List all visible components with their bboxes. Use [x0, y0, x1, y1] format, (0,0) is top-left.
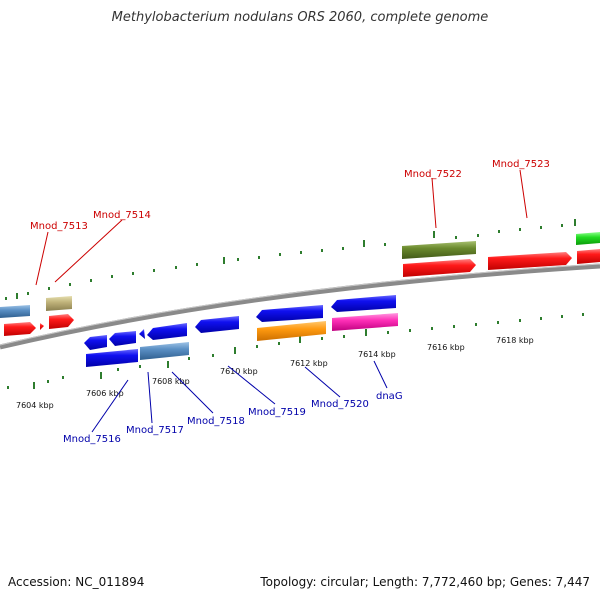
gene-arrow[interactable]: [40, 323, 44, 330]
gene-label[interactable]: Mnod_7523: [492, 159, 550, 170]
kbp-label: 7618 kbp: [496, 336, 534, 345]
kbp-label: 7614 kbp: [358, 350, 396, 359]
kbp-label: 7610 kbp: [220, 367, 258, 376]
gene-arrow[interactable]: [331, 295, 396, 312]
forward-gene-labels: Mnod_7513 Mnod_7514 Mnod_7522 Mnod_7523: [30, 159, 550, 232]
kbp-label: 7616 kbp: [427, 343, 465, 352]
gene-label[interactable]: Mnod_7519: [248, 407, 306, 418]
gene-label[interactable]: Mnod_7520: [311, 399, 369, 410]
gene-arrow[interactable]: [4, 322, 36, 336]
gene-arrow[interactable]: [576, 232, 600, 245]
genome-backbone: [0, 263, 600, 350]
genome-title: Methylobacterium nodulans ORS 2060, comp…: [111, 10, 489, 25]
gene-arrow[interactable]: [86, 349, 138, 367]
gene-arrow[interactable]: [577, 249, 600, 264]
gene-label[interactable]: Mnod_7518: [187, 416, 245, 427]
forward-genes: [4, 249, 600, 336]
gene-label[interactable]: dnaG: [376, 391, 403, 402]
kbp-labels: 7604 kbp 7606 kbp 7608 kbp 7610 kbp 7612…: [16, 336, 534, 410]
reverse-leaders: [91, 360, 388, 433]
gene-arrow[interactable]: [488, 252, 572, 270]
forward-leaders: [35, 169, 528, 286]
gene-arrow[interactable]: [257, 321, 326, 341]
gene-arrow[interactable]: [49, 314, 74, 329]
upper-tick-row: [5, 219, 576, 300]
gene-label[interactable]: Mnod_7517: [126, 425, 184, 436]
gene-arrow[interactable]: [109, 331, 136, 346]
gene-arrow[interactable]: [84, 335, 107, 350]
kbp-label: 7608 kbp: [152, 377, 190, 386]
kbp-label: 7606 kbp: [86, 389, 124, 398]
gene-label[interactable]: Mnod_7513: [30, 221, 88, 232]
gene-arrow[interactable]: [139, 329, 145, 339]
genome-backbone-highlight: [0, 263, 600, 346]
forward-features: [0, 232, 600, 318]
reverse-genes: [84, 295, 398, 367]
genome-info-text: Topology: circular; Length: 7,772,460 bp…: [260, 575, 590, 589]
gene-arrow[interactable]: [0, 305, 30, 318]
gene-arrow[interactable]: [402, 241, 476, 259]
gene-arrow[interactable]: [147, 323, 187, 340]
gene-label[interactable]: Mnod_7516: [63, 434, 121, 445]
gene-arrow[interactable]: [140, 342, 189, 360]
gene-arrow[interactable]: [195, 316, 239, 333]
gene-arrow[interactable]: [403, 259, 476, 277]
lower-tick-row: [7, 313, 584, 389]
kbp-label: 7612 kbp: [290, 359, 328, 368]
gene-label[interactable]: Mnod_7514: [93, 210, 151, 221]
kbp-label: 7604 kbp: [16, 401, 54, 410]
accession-text: Accession: NC_011894: [8, 575, 145, 589]
gene-label[interactable]: Mnod_7522: [404, 169, 462, 180]
gene-arrow[interactable]: [46, 296, 72, 311]
reverse-gene-labels: Mnod_7516 Mnod_7517 Mnod_7518 Mnod_7519 …: [63, 391, 403, 445]
gene-arrow[interactable]: [332, 313, 398, 331]
gene-arrow[interactable]: [256, 305, 323, 322]
